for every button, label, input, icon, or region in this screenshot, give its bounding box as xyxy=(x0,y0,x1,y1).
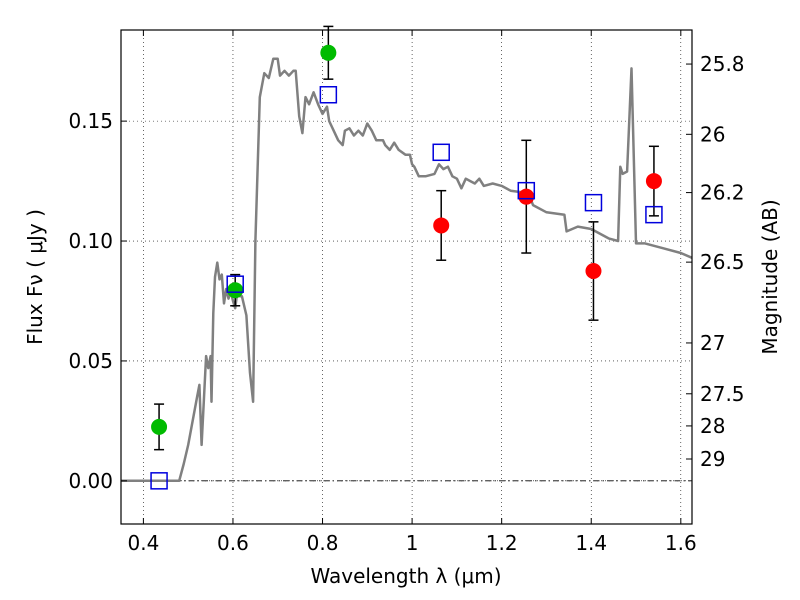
y-tick-label: 0.10 xyxy=(68,229,113,253)
right-tick-label: 27.5 xyxy=(700,382,745,406)
y-tick-label: 0.05 xyxy=(68,349,113,373)
right-tick-label: 26.2 xyxy=(700,181,745,205)
x-tick-label: 0.8 xyxy=(307,531,339,555)
right-tick-label: 26.5 xyxy=(700,250,745,274)
data-point-circle xyxy=(320,44,337,61)
data-point-circle xyxy=(518,188,535,205)
x-tick-label: 1.6 xyxy=(665,531,697,555)
data-point-square xyxy=(645,205,663,224)
x-axis-title: Wavelength λ (μm) xyxy=(310,564,501,588)
axis-ticks: 0.4 0.6 0.8 1 1.2 1.4 1.6 0.00 0.05 0.10 0.15 25.8 2… xyxy=(68,30,745,555)
right-tick-label: 27 xyxy=(700,331,725,355)
data-point-circle xyxy=(433,217,450,234)
right-axis-title: Magnitude (AB) xyxy=(758,199,782,354)
x-tick-label: 0.6 xyxy=(217,531,249,555)
y-axis-title: Flux Fν ( μJy ) xyxy=(23,209,47,345)
data-point-circle xyxy=(585,263,602,280)
y-tick-label: 0.00 xyxy=(68,469,113,493)
data-point-square xyxy=(226,275,244,293)
x-tick-label: 1.4 xyxy=(575,531,607,555)
data-point-circle xyxy=(151,418,168,435)
data-point-circle xyxy=(645,173,662,190)
right-tick-label: 25.8 xyxy=(700,52,745,76)
data-point-square xyxy=(319,85,338,104)
plot-frame xyxy=(120,29,693,525)
right-tick-label: 28 xyxy=(700,414,725,438)
data-point-circle xyxy=(227,282,244,299)
x-tick-label: 0.4 xyxy=(127,531,159,555)
data-point-square xyxy=(584,193,603,212)
right-tick-label: 29 xyxy=(700,447,725,471)
data-point-square xyxy=(150,472,168,490)
x-tick-label: 1.2 xyxy=(486,531,518,555)
y-tick-label: 0.15 xyxy=(68,109,113,133)
data-point-square xyxy=(432,143,450,162)
data-point-square xyxy=(517,181,536,200)
plot-background xyxy=(121,30,692,524)
x-tick-label: 1 xyxy=(406,531,419,555)
right-tick-label: 26 xyxy=(700,122,725,146)
data-markers xyxy=(150,44,663,490)
